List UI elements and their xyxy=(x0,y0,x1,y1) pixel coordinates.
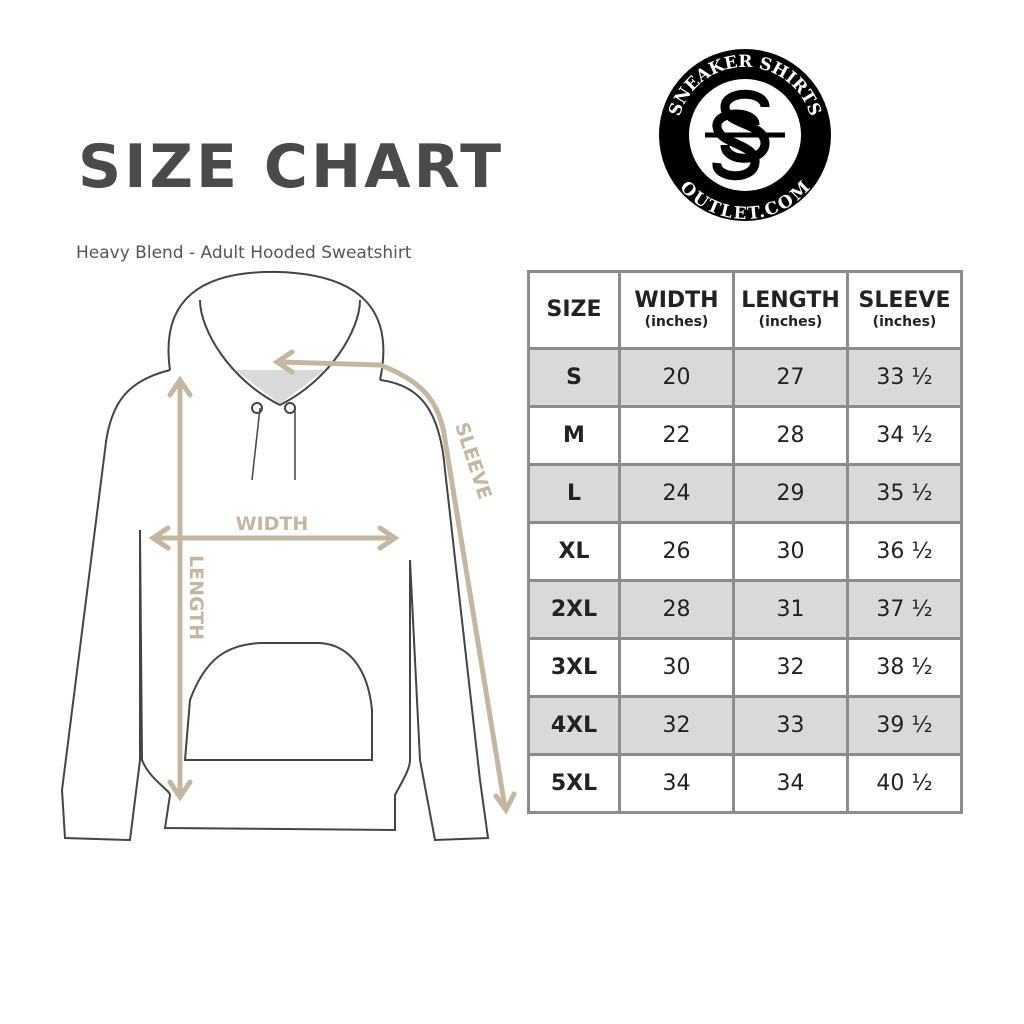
width-cell: 24 xyxy=(618,463,735,524)
length-cell: 31 xyxy=(732,579,849,640)
header-label: WIDTH xyxy=(634,288,719,313)
hoodie-diagram: WIDTH LENGTH SLEEVE xyxy=(60,270,517,842)
size-cell: XL xyxy=(527,521,621,582)
size-cell: 3XL xyxy=(527,637,621,698)
sleeve-cell: 35 ½ xyxy=(846,463,963,524)
header-label: SLEEVE xyxy=(858,288,951,313)
size-cell: L xyxy=(527,463,621,524)
brand-logo: SNEAKER SHIRTS OUTLET.COM xyxy=(659,49,831,224)
table-row: L 24 29 35 ½ xyxy=(527,463,963,524)
header-label: LENGTH xyxy=(741,288,840,313)
table-header-row: SIZE WIDTH (inches) LENGTH (inches) SLEEVE… xyxy=(527,270,963,350)
width-cell: 30 xyxy=(618,637,735,698)
length-cell: 27 xyxy=(732,347,849,408)
length-cell: 28 xyxy=(732,405,849,466)
table-row: XL 26 30 36 ½ xyxy=(527,521,963,582)
header-length: LENGTH (inches) xyxy=(732,270,849,350)
length-cell: 32 xyxy=(732,637,849,698)
sleeve-cell: 40 ½ xyxy=(846,753,963,814)
size-cell: 2XL xyxy=(527,579,621,640)
width-label: WIDTH xyxy=(236,513,309,535)
length-cell: 30 xyxy=(732,521,849,582)
width-cell: 32 xyxy=(618,695,735,756)
table-row: M 22 28 34 ½ xyxy=(527,405,963,466)
header-width: WIDTH (inches) xyxy=(618,270,735,350)
monogram-icon xyxy=(705,89,785,181)
size-cell: M xyxy=(527,405,621,466)
width-cell: 26 xyxy=(618,521,735,582)
length-cell: 29 xyxy=(732,463,849,524)
sleeve-cell: 39 ½ xyxy=(846,695,963,756)
sleeve-cell: 33 ½ xyxy=(846,347,963,408)
sleeve-label: SLEEVE xyxy=(450,420,495,502)
length-label: LENGTH xyxy=(185,555,207,640)
size-cell: 5XL xyxy=(527,753,621,814)
width-cell: 20 xyxy=(618,347,735,408)
width-cell: 22 xyxy=(618,405,735,466)
length-cell: 33 xyxy=(732,695,849,756)
sleeve-cell: 36 ½ xyxy=(846,521,963,582)
size-cell: S xyxy=(527,347,621,408)
table-row: S 20 27 33 ½ xyxy=(527,347,963,408)
sleeve-cell: 34 ½ xyxy=(846,405,963,466)
sleeve-cell: 38 ½ xyxy=(846,637,963,698)
header-unit: (inches) xyxy=(644,314,709,330)
width-cell: 28 xyxy=(618,579,735,640)
size-cell: 4XL xyxy=(527,695,621,756)
sleeve-cell: 37 ½ xyxy=(846,579,963,640)
table-row: 4XL 32 33 39 ½ xyxy=(527,695,963,756)
table-row: 5XL 34 34 40 ½ xyxy=(527,753,963,814)
table-row: 2XL 28 31 37 ½ xyxy=(527,579,963,640)
header-unit: (inches) xyxy=(758,314,823,330)
size-table: SIZE WIDTH (inches) LENGTH (inches) SLEEVE… xyxy=(527,270,963,814)
table-row: 3XL 30 32 38 ½ xyxy=(527,637,963,698)
header-size: SIZE xyxy=(527,270,621,350)
product-subtitle: Heavy Blend - Adult Hooded Sweatshirt xyxy=(76,243,412,263)
length-cell: 34 xyxy=(732,753,849,814)
header-unit: (inches) xyxy=(872,314,937,330)
page-title: SIZE CHART xyxy=(78,132,505,202)
header-sleeve: SLEEVE (inches) xyxy=(846,270,963,350)
width-cell: 34 xyxy=(618,753,735,814)
header-label: SIZE xyxy=(546,297,602,322)
